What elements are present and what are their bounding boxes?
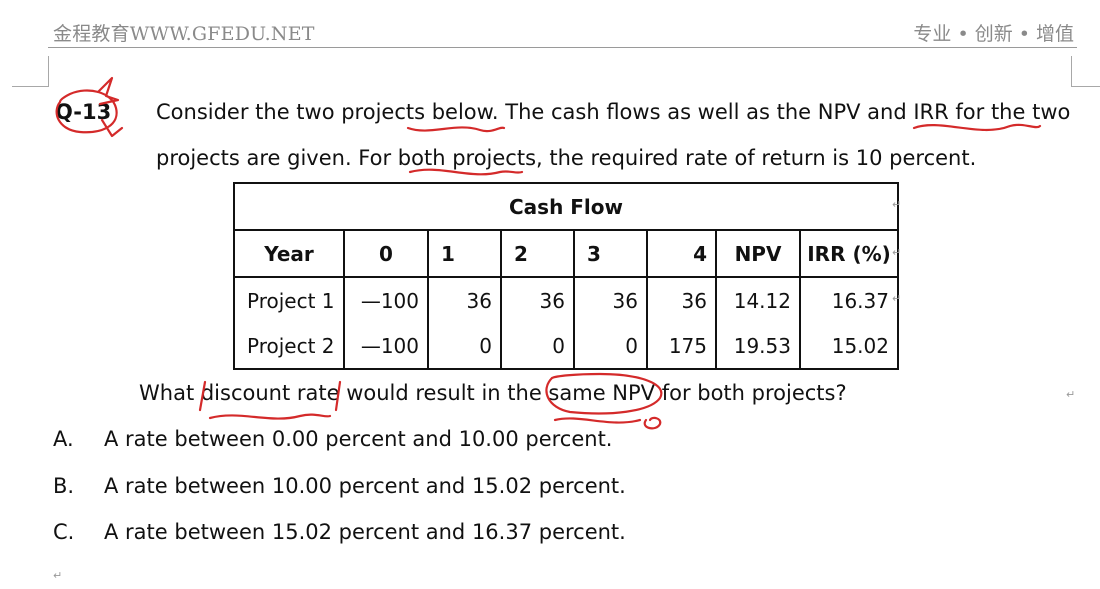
option-letter-a: A.	[53, 427, 74, 451]
paragraph-mark-icon: ↵	[892, 246, 902, 259]
underline-annotation	[208, 413, 332, 420]
table-cell: 0	[427, 323, 502, 370]
option-text-c: A rate between 15.02 percent and 16.37 p…	[104, 520, 626, 544]
table-cell: 36	[427, 277, 502, 323]
option-text-b: A rate between 10.00 percent and 15.02 p…	[104, 474, 626, 498]
table-cell: 36	[573, 277, 648, 323]
col-header-npv: NPV	[715, 229, 801, 278]
table-cell: 175	[646, 323, 717, 370]
option-text-a: A rate between 0.00 percent and 10.00 pe…	[104, 427, 613, 451]
table-cell: 19.53	[715, 323, 801, 370]
table-cell: 14.12	[715, 277, 801, 323]
margin-corner-left	[48, 56, 49, 86]
cash-flow-table: Cash Flow Year 0 1 2 3 4 NPV IRR (%) Pro…	[233, 182, 899, 370]
margin-corner-right-h	[1071, 86, 1100, 87]
col-header-2: 2	[500, 229, 575, 278]
table-row: Project 1 —100 36 36 36 36 14.12 16.37	[233, 277, 899, 323]
table-title: Cash Flow	[233, 182, 899, 231]
header-rule	[48, 47, 1077, 48]
underline-annotation	[406, 126, 506, 133]
table-cell: 0	[573, 323, 648, 370]
col-header-3: 3	[573, 229, 648, 278]
question-number: Q-13	[55, 100, 112, 124]
col-header-4: 4	[646, 229, 717, 278]
table-cell: —100	[343, 277, 429, 323]
question-prompt: What discount rate would result in the s…	[139, 381, 847, 405]
paragraph-mark-icon: ↵	[1066, 388, 1076, 401]
underline-annotation	[553, 417, 642, 424]
table-row: Project 2 —100 0 0 0 175 19.53 15.02	[233, 323, 899, 370]
table-cell: 36	[646, 277, 717, 323]
table-cell: 15.02	[799, 323, 899, 370]
header-slogan: 专业 • 创新 • 增值	[913, 23, 1074, 45]
row-label: Project 2	[233, 323, 345, 370]
question-line-2: projects are given. For both projects, t…	[156, 146, 977, 170]
margin-corner-left-h	[12, 86, 49, 87]
paragraph-mark-icon: ↵	[892, 292, 902, 305]
paragraph-mark-icon: ↵	[892, 198, 902, 211]
option-letter-c: C.	[53, 520, 75, 544]
table-cell: 0	[500, 323, 575, 370]
underline-annotation	[408, 168, 524, 176]
col-header-year: Year	[233, 229, 345, 278]
col-header-irr: IRR (%)	[799, 229, 899, 278]
header-brand: 金程教育WWW.GFEDU.NET	[53, 23, 315, 45]
table-cell: 36	[500, 277, 575, 323]
table-cell: —100	[343, 323, 429, 370]
option-letter-b: B.	[53, 474, 75, 498]
question-line-1: Consider the two projects below. The cas…	[156, 100, 1071, 124]
col-header-1: 1	[427, 229, 502, 278]
table-cell: 16.37	[799, 277, 899, 323]
scribble-annotation	[643, 416, 662, 430]
underline-annotation	[912, 123, 1042, 132]
paragraph-mark-icon: ↵	[53, 569, 63, 582]
col-header-0: 0	[343, 229, 429, 278]
row-label: Project 1	[233, 277, 345, 323]
margin-corner-right	[1071, 56, 1072, 86]
